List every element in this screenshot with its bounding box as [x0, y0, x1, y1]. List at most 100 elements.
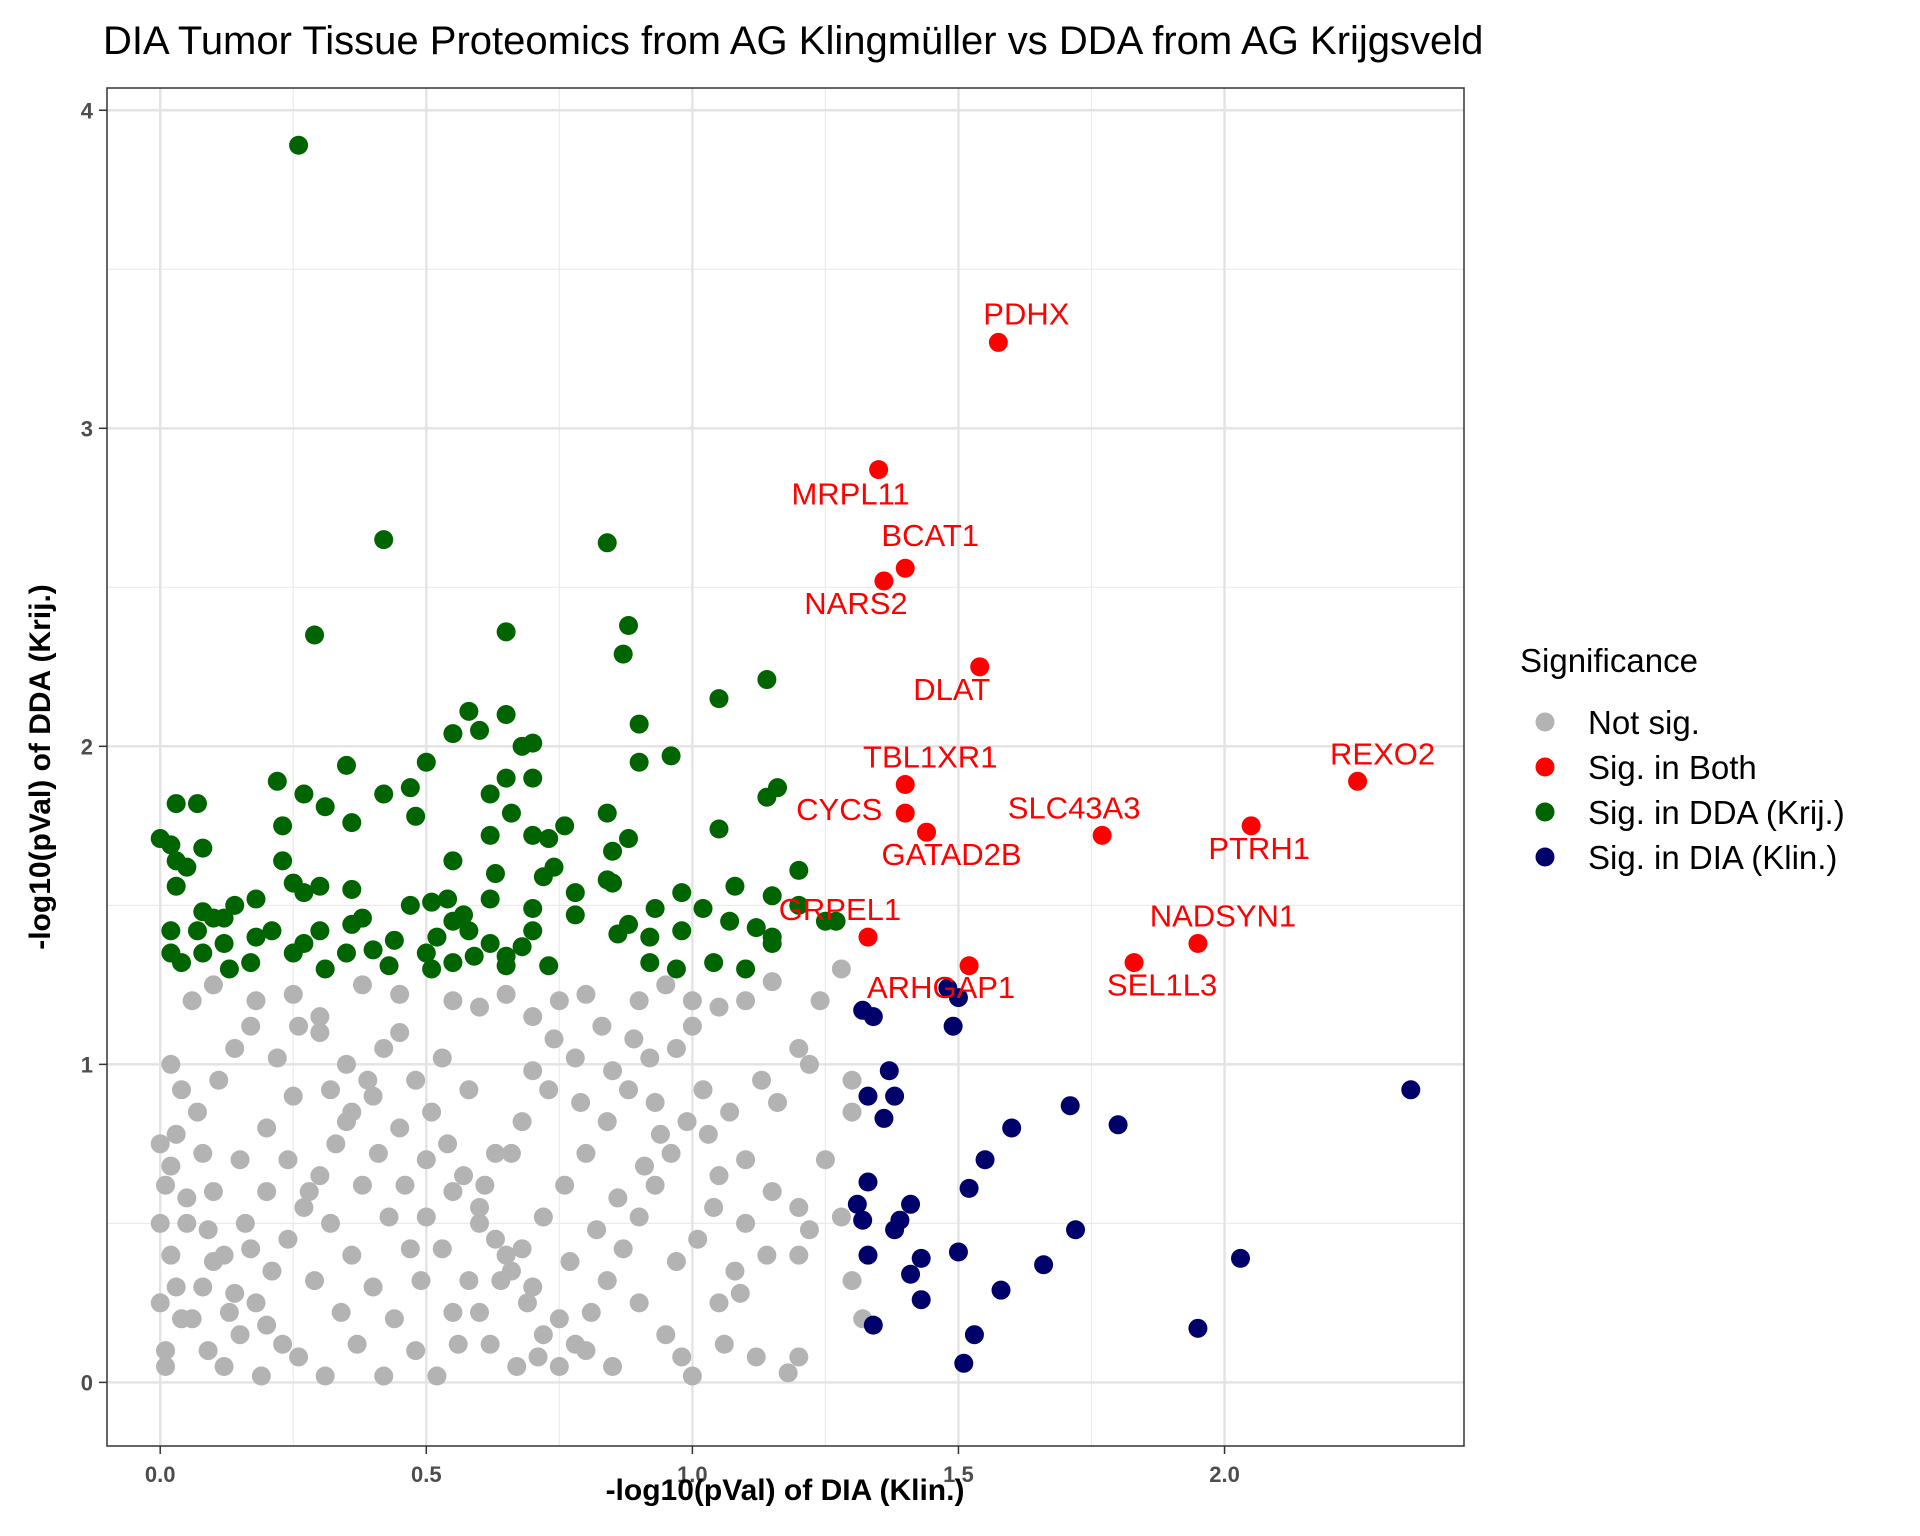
point-sig-in-dia-klin [901, 1194, 921, 1214]
point-sig-in-dia-klin [858, 1245, 878, 1265]
point-not-sig [358, 1070, 378, 1090]
grid-lines [107, 88, 1464, 1446]
point-sig-in-dda-krij [310, 876, 330, 896]
point-not-sig [645, 1175, 665, 1195]
point-sig-in-dia-klin [1401, 1080, 1421, 1100]
point-sig-in-dia-klin [885, 1086, 905, 1106]
y-axis-ticks: 0 1 2 3 4 [81, 98, 107, 1395]
point-not-sig [799, 1054, 819, 1074]
point-sig-in-dda-krij [214, 908, 234, 928]
point-not-sig [406, 1341, 426, 1361]
point-not-sig [656, 975, 676, 995]
legend-key [1535, 712, 1555, 732]
point-not-sig [219, 1302, 239, 1322]
point-sig-in-dda-krij [762, 886, 782, 906]
point-not-sig [416, 1207, 436, 1227]
point-not-sig [150, 1293, 170, 1313]
point-not-sig [400, 1239, 420, 1259]
point-sig-in-dda-krij [523, 768, 543, 788]
point-sig-in-dda-krij [757, 670, 777, 690]
point-sig-in-dda-krij [666, 959, 686, 979]
point-not-sig [310, 1007, 330, 1027]
point-sig-in-dda-krij [480, 934, 500, 954]
y-tick-label: 0 [81, 1370, 93, 1395]
point-sig-in-dda-krij [693, 899, 713, 919]
point-not-sig [150, 1134, 170, 1154]
point-not-sig [682, 1016, 702, 1036]
gene-label: PTRH1 [1208, 831, 1310, 866]
point-sig-in-dda-krij [177, 857, 197, 877]
gene-label: DLAT [913, 672, 990, 707]
gene-label: ARHGAP1 [867, 970, 1015, 1005]
point-not-sig [246, 1293, 266, 1313]
legend-key [1535, 802, 1555, 822]
point-not-sig [629, 991, 649, 1011]
point-not-sig [203, 1252, 223, 1272]
point-sig-in-dda-krij [342, 914, 362, 934]
legend-label: Sig. in DIA (Klin.) [1588, 839, 1837, 876]
point-not-sig [172, 1309, 192, 1329]
point-not-sig [778, 1363, 798, 1383]
point-not-sig [512, 1239, 532, 1259]
point-sig-in-dda-krij [539, 829, 559, 849]
point-not-sig [549, 991, 569, 1011]
point-sig-in-dda-krij [363, 940, 383, 960]
point-sig-in-dda-krij [219, 959, 239, 979]
point-sig-in-dda-krij [246, 927, 266, 947]
point-not-sig [842, 1102, 862, 1122]
point-sig-in-dda-krij [193, 943, 213, 963]
point-not-sig [166, 1124, 186, 1144]
point-not-sig [597, 1271, 617, 1291]
point-sig-in-dda-krij [480, 784, 500, 804]
point-sig-in-dda-krij [406, 806, 426, 826]
point-sig-in-both [970, 657, 990, 677]
point-not-sig [384, 1309, 404, 1329]
point-sig-in-dda-krij [289, 135, 309, 155]
point-not-sig [565, 1048, 585, 1068]
point-not-sig [789, 1347, 809, 1367]
point-sig-in-dda-krij [305, 625, 325, 645]
point-sig-in-dda-krij [342, 879, 362, 899]
point-not-sig [581, 1302, 601, 1322]
point-not-sig [544, 1029, 564, 1049]
point-not-sig [501, 1143, 521, 1163]
point-not-sig [363, 1277, 383, 1297]
point-sig-in-dda-krij [501, 803, 521, 823]
point-sig-in-dda-krij [555, 816, 575, 836]
point-sig-in-dda-krij [246, 889, 266, 909]
point-sig-in-dda-krij [273, 816, 293, 836]
point-not-sig [549, 1309, 569, 1329]
point-not-sig [156, 1175, 176, 1195]
point-sig-in-dda-krij [161, 835, 181, 855]
point-sig-in-dda-krij [619, 914, 639, 934]
point-not-sig [507, 1356, 527, 1376]
point-not-sig [150, 1213, 170, 1233]
point-not-sig [650, 1124, 670, 1144]
point-sig-in-dda-krij [438, 889, 458, 909]
point-not-sig [571, 1093, 591, 1113]
point-not-sig [336, 1054, 356, 1074]
point-not-sig [411, 1271, 431, 1291]
point-sig-in-dda-krij [640, 953, 660, 973]
point-not-sig [629, 1207, 649, 1227]
point-sig-in-dda-krij [342, 813, 362, 833]
point-sig-in-dda-krij [161, 921, 181, 941]
point-not-sig [454, 1166, 474, 1186]
point-sig-in-dda-krij [672, 883, 692, 903]
point-not-sig [603, 1356, 623, 1376]
point-sig-in-dia-klin [901, 1264, 921, 1284]
point-sig-in-dda-krij [619, 829, 639, 849]
point-not-sig [608, 1188, 628, 1208]
point-not-sig [485, 1143, 505, 1163]
point-sig-in-dda-krij [193, 838, 213, 858]
gene-label: CYCS [796, 792, 882, 827]
x-axis-ticks: 0.0 0.5 1.0 1.5 2.0 [145, 1446, 1240, 1487]
point-sig-in-dia-klin [1188, 1318, 1208, 1338]
point-sig-in-dda-krij [262, 921, 282, 941]
x-tick-label: 2.0 [1209, 1462, 1240, 1487]
point-not-sig [496, 1245, 516, 1265]
point-sig-in-dda-krij [315, 959, 335, 979]
point-sig-in-dda-krij [422, 892, 442, 912]
point-sig-in-dia-klin [885, 1220, 905, 1240]
point-not-sig [432, 1048, 452, 1068]
